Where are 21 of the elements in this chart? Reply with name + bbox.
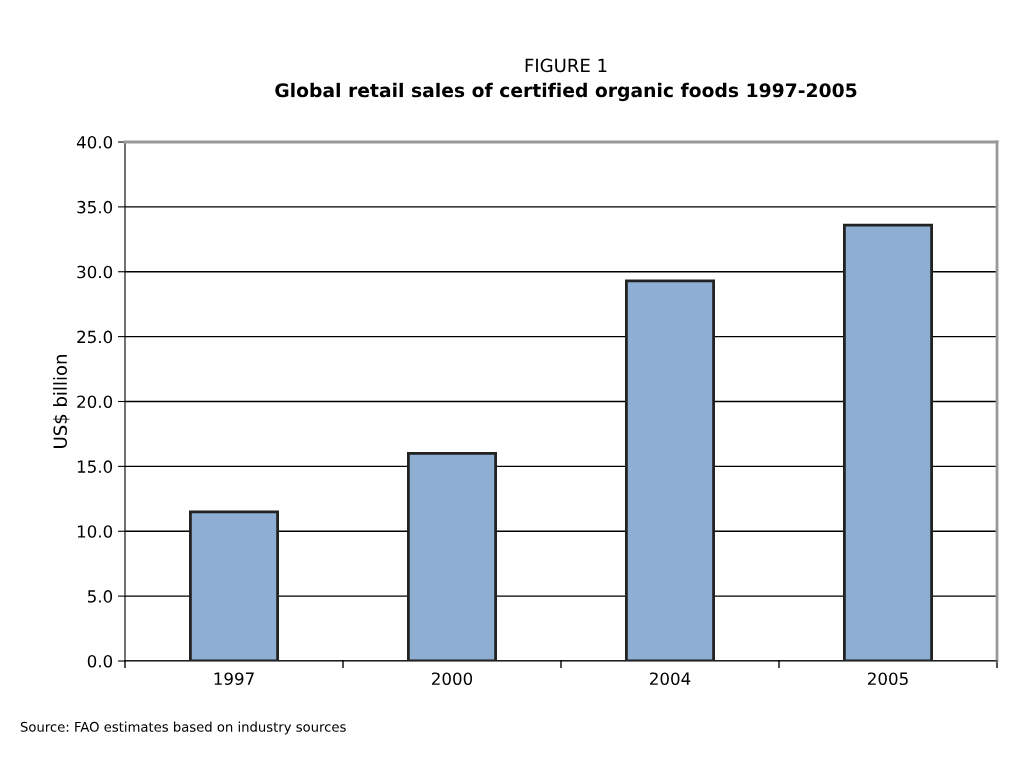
chart-title: Global retail sales of certified organic foods 1997-2005 xyxy=(275,82,857,102)
bar xyxy=(189,510,279,661)
bar xyxy=(843,223,933,661)
y-tick-label: 20.0 xyxy=(77,395,113,409)
y-tick-label: 15.0 xyxy=(77,460,113,473)
x-tick-label: 2004 xyxy=(650,672,691,686)
source-note: Source: FAO estimates based on industry sources xyxy=(20,721,346,735)
y-tick-label: 5.0 xyxy=(87,590,113,603)
chart-subtitle: FIGURE 1 xyxy=(525,58,607,73)
y-tick-label: 30.0 xyxy=(77,265,113,279)
y-tick-label: 40.0 xyxy=(76,135,113,149)
y-tick-label: 25.0 xyxy=(77,330,113,344)
y-axis-title: US$ billion xyxy=(53,355,70,448)
y-tick-label: 10.0 xyxy=(77,525,113,538)
bar xyxy=(625,279,715,661)
x-tick-label: 2000 xyxy=(432,672,473,686)
y-tick-label: 35.0 xyxy=(77,200,113,214)
x-tick-label: 1997 xyxy=(214,672,254,686)
bar xyxy=(407,452,497,661)
y-tick-label: 0.0 xyxy=(87,654,113,668)
x-tick-label: 2005 xyxy=(868,672,908,686)
